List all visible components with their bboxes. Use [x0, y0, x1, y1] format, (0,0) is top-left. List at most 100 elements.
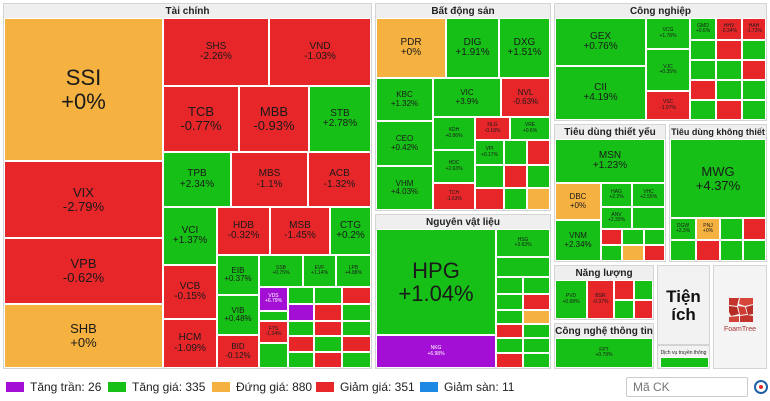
mini-tile[interactable]	[342, 287, 371, 304]
tile-TCB[interactable]: TCB -0.77%	[163, 86, 239, 152]
tile-VHM[interactable]: VHM +4.03%	[376, 166, 433, 210]
mini-tile[interactable]	[342, 321, 371, 336]
tile-TPB[interactable]: TPB +2.34%	[163, 152, 231, 207]
tile-STB[interactable]: STB +2.78%	[309, 86, 371, 152]
tile-TCH[interactable]: TCH -1.63%	[433, 183, 475, 210]
mini-tile[interactable]	[496, 294, 523, 310]
mini-tile[interactable]	[527, 165, 550, 188]
tile-NVL[interactable]: NVL -0.63%	[501, 78, 550, 117]
tile-LPB[interactable]: LPB +4.88%	[336, 255, 371, 287]
stock-search-input[interactable]	[626, 377, 748, 397]
tile-MSB[interactable]: MSB -1.45%	[270, 207, 330, 255]
tile-DXG[interactable]: DXG +1.51%	[499, 18, 550, 78]
mini-tile[interactable]	[496, 324, 523, 338]
mini-tile[interactable]	[632, 207, 665, 229]
tile-VDS[interactable]: VDS +6.79%	[259, 287, 288, 311]
mini-tile[interactable]	[601, 229, 622, 245]
mini-tile[interactable]	[288, 336, 314, 352]
mini-tile[interactable]	[523, 294, 550, 310]
mini-tile[interactable]	[716, 60, 742, 80]
mini-tile[interactable]	[644, 229, 665, 245]
tile-VCB[interactable]: VCB -0.15%	[163, 265, 217, 319]
tile-HSG[interactable]: HSG +3.63%	[496, 229, 550, 257]
tile-VCG[interactable]: VCG +1.78%	[646, 18, 690, 49]
mini-tile[interactable]	[634, 280, 653, 300]
brand-logo-icon[interactable]	[754, 379, 768, 395]
tile-ANV[interactable]: ANV +2.33%	[601, 207, 632, 229]
tile-VCI[interactable]: VCI +1.37%	[163, 207, 217, 265]
tile-VIX[interactable]: VIX -2.79%	[4, 161, 163, 238]
tile-VND[interactable]: VND -1.03%	[269, 18, 371, 86]
tile-HAG[interactable]: HAG +2.2%	[601, 183, 632, 207]
mini-tile[interactable]	[259, 311, 288, 321]
sector-tien-ich[interactable]: Tiện ích	[657, 265, 710, 345]
mini-tile[interactable]	[496, 277, 523, 294]
tile-VHC[interactable]: VHC +2.55%	[632, 183, 665, 207]
tile-SHB[interactable]: SHB +0%	[4, 304, 163, 368]
tile-HDB[interactable]: HDB -0.32%	[217, 207, 270, 255]
tile-MBB[interactable]: MBB -0.93%	[239, 86, 309, 152]
mini-tile[interactable]	[342, 352, 371, 368]
mini-tile[interactable]	[314, 321, 342, 336]
tile-VRE[interactable]: VRE +0.6%	[510, 117, 550, 140]
mini-tile[interactable]	[720, 240, 743, 261]
mini-tile[interactable]	[660, 357, 709, 368]
mini-tile[interactable]	[743, 218, 766, 240]
mini-tile[interactable]	[314, 304, 342, 321]
mini-tile[interactable]	[288, 304, 314, 321]
tile-VIC[interactable]: VIC +3.9%	[433, 78, 501, 117]
tile-SSI[interactable]: SSI +0%	[4, 18, 163, 161]
mini-tile[interactable]	[523, 338, 550, 353]
mini-tile[interactable]	[314, 352, 342, 368]
tile-KBC[interactable]: KBC +1.32%	[376, 78, 433, 121]
tile-KDH[interactable]: KDH +0.86%	[433, 117, 475, 150]
tile-HCM[interactable]: HCM -1.09%	[163, 319, 217, 368]
mini-tile[interactable]	[314, 287, 342, 304]
tile-SSB[interactable]: SSB +0.75%	[259, 255, 303, 287]
mini-tile[interactable]	[288, 352, 314, 368]
tile-FPT[interactable]: FPT +0.79%	[555, 338, 653, 368]
mini-tile[interactable]	[614, 280, 634, 300]
tile-VJC[interactable]: VJC +0.35%	[646, 49, 690, 91]
tile-ACB[interactable]: ACB -1.32%	[308, 152, 371, 207]
mini-tile[interactable]	[523, 324, 550, 338]
mini-tile[interactable]	[716, 40, 742, 60]
mini-tile[interactable]	[314, 336, 342, 352]
mini-tile[interactable]	[742, 40, 766, 60]
mini-tile[interactable]	[601, 245, 622, 261]
tile-CTG[interactable]: CTG +0.2%	[330, 207, 371, 255]
mini-tile[interactable]	[288, 287, 314, 304]
mini-tile[interactable]	[504, 140, 527, 165]
tile-VSC[interactable]: VSC -1.97%	[646, 91, 690, 120]
tile-PNJ[interactable]: PNJ +0%	[696, 218, 720, 240]
tile-NKG[interactable]: NKG +6.98%	[376, 335, 496, 368]
tile-VNM[interactable]: VNM +2.34%	[555, 220, 601, 261]
tile-HHV[interactable]: HHV -0.34%	[716, 18, 742, 40]
tile-VIB[interactable]: VIB +0.48%	[217, 295, 259, 335]
mini-tile[interactable]	[634, 300, 653, 319]
mini-tile[interactable]	[690, 80, 716, 100]
tile-HDC[interactable]: HDC +2.63%	[433, 150, 475, 183]
tile-DBC[interactable]: DBC +0%	[555, 183, 601, 220]
mini-tile[interactable]	[342, 336, 371, 352]
mini-tile[interactable]	[690, 60, 716, 80]
tile-PVD[interactable]: PVD +0.68%	[555, 280, 587, 319]
tile-EVF[interactable]: EVF +1.14%	[303, 255, 336, 287]
tile-FTS[interactable]: FTS -1.34%	[259, 321, 288, 343]
tile-DGW[interactable]: DGW +2.3%	[670, 218, 696, 240]
tile-GEX[interactable]: GEX +0.76%	[555, 18, 646, 66]
mini-tile[interactable]	[496, 338, 523, 353]
mini-tile[interactable]	[504, 188, 527, 210]
mini-tile[interactable]	[288, 321, 314, 336]
mini-tile[interactable]	[496, 257, 550, 277]
mini-tile[interactable]	[527, 188, 550, 210]
mini-tile[interactable]	[504, 165, 527, 188]
mini-tile[interactable]	[716, 100, 742, 120]
mini-tile[interactable]	[523, 353, 550, 368]
tile-MBS[interactable]: MBS -1.1%	[231, 152, 308, 207]
mini-tile[interactable]	[527, 140, 550, 165]
mini-tile[interactable]	[622, 229, 644, 245]
mini-tile[interactable]	[342, 304, 371, 321]
mini-tile[interactable]	[742, 100, 766, 120]
tile-MWG[interactable]: MWG +4.37%	[670, 139, 766, 218]
